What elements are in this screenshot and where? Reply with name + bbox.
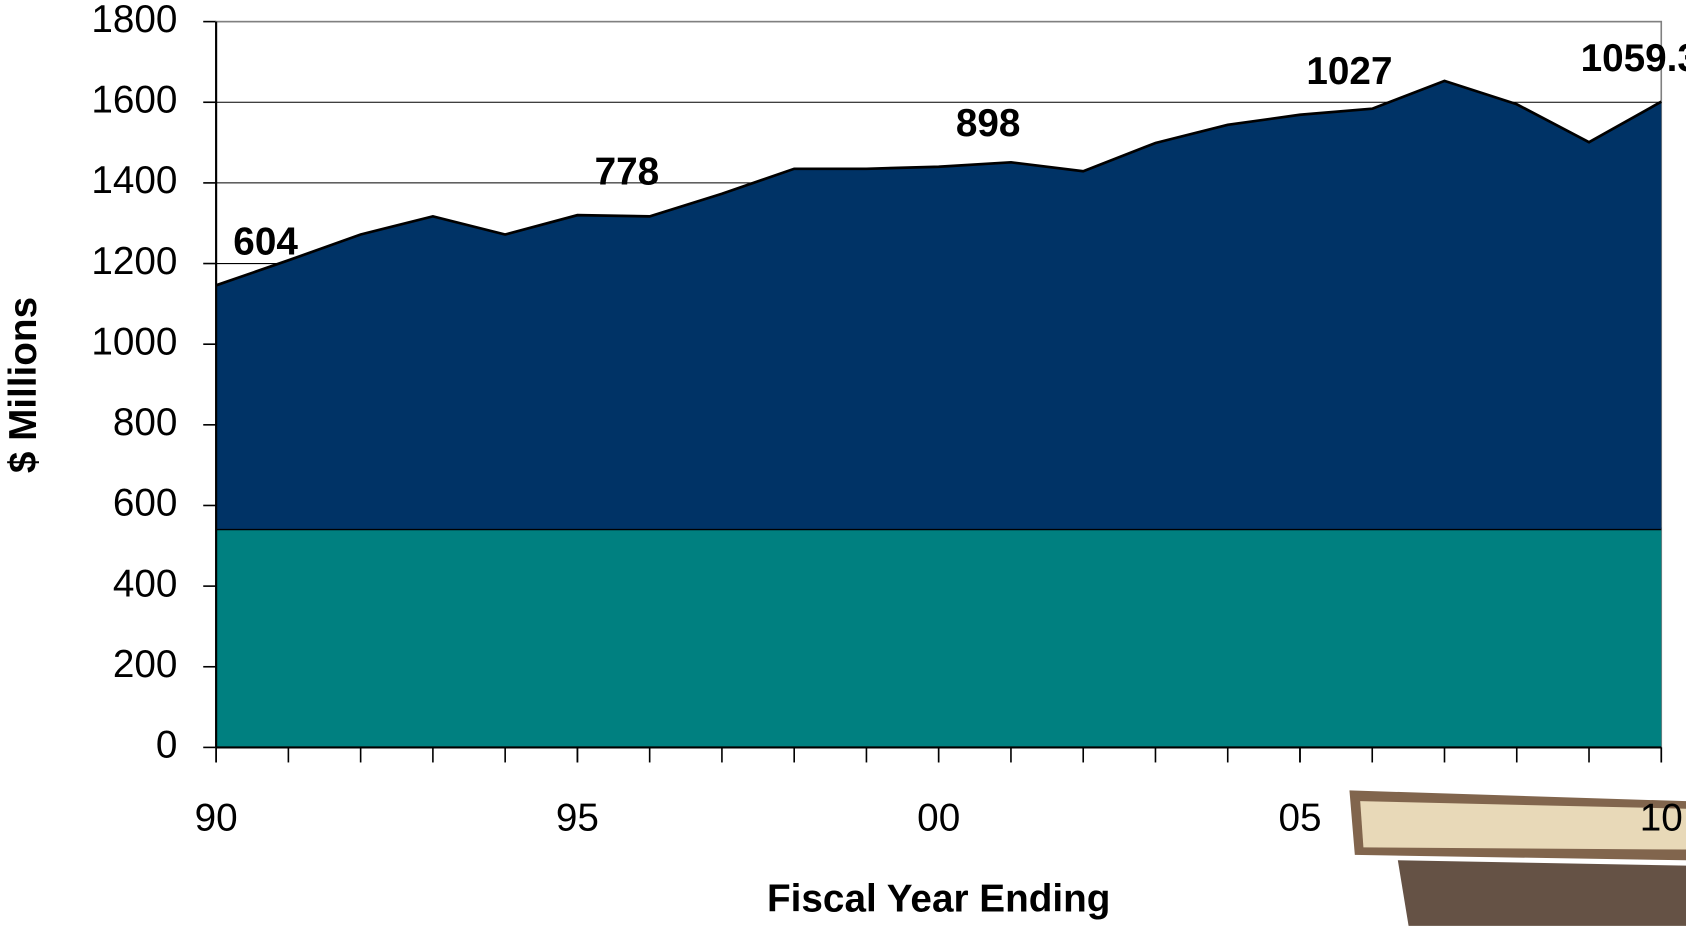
area bbox=[216, 80, 1662, 529]
y-tick-label: 1800 bbox=[91, 0, 177, 41]
x-tick-label: 95 bbox=[556, 797, 599, 840]
area bbox=[216, 528, 1662, 748]
y-tick-label: 1400 bbox=[91, 159, 177, 202]
x-tick-label: 10 bbox=[1640, 797, 1683, 840]
y-tick-label: 200 bbox=[113, 643, 178, 686]
x-tick-label: 00 bbox=[917, 797, 960, 840]
data-label: 898 bbox=[956, 102, 1021, 145]
x-axis-title: Fiscal Year Ending bbox=[767, 877, 1110, 920]
y-tick-label: 1600 bbox=[91, 78, 177, 121]
y-tick-label: 1000 bbox=[91, 320, 177, 363]
area-edge bbox=[215, 79, 1662, 287]
data-label: 778 bbox=[595, 151, 660, 194]
y-axis-title: $ Millions bbox=[2, 297, 45, 473]
x-tick-label: 90 bbox=[195, 797, 238, 840]
data-label: 1027 bbox=[1306, 50, 1392, 93]
y-tick-label: 800 bbox=[113, 401, 178, 444]
y-tick-label: 600 bbox=[113, 482, 178, 525]
y-tick-label: 0 bbox=[156, 724, 178, 767]
background-decoration bbox=[1344, 742, 1686, 926]
data-label: 604 bbox=[233, 221, 298, 264]
y-tick-label: 1200 bbox=[91, 240, 177, 283]
y-tick-label: 400 bbox=[113, 562, 178, 605]
data-label: 1059.3 bbox=[1581, 37, 1686, 80]
x-tick-label: 05 bbox=[1278, 797, 1321, 840]
